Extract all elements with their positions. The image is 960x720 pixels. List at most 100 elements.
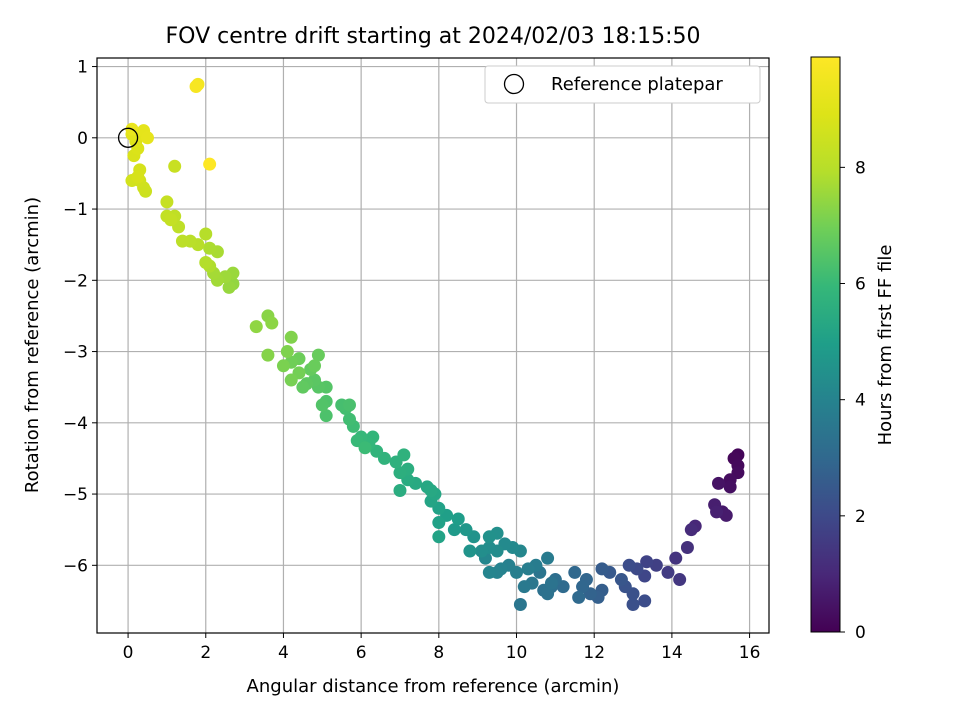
data-point bbox=[393, 483, 407, 497]
data-point bbox=[265, 316, 279, 330]
colorbar-tick-label: 2 bbox=[855, 507, 866, 527]
data-point bbox=[284, 373, 298, 387]
data-point bbox=[710, 505, 724, 519]
grid-lines bbox=[97, 58, 769, 633]
x-tick-label: 8 bbox=[433, 643, 444, 663]
data-point bbox=[315, 398, 329, 412]
data-point bbox=[189, 80, 203, 94]
data-point bbox=[168, 159, 182, 173]
data-point bbox=[261, 348, 275, 362]
data-point bbox=[199, 227, 213, 241]
chart-title: FOV centre drift starting at 2024/02/03 … bbox=[166, 24, 701, 49]
legend-marker-icon bbox=[503, 73, 525, 95]
legend-box bbox=[484, 65, 761, 104]
data-point bbox=[397, 448, 411, 462]
colorbar-tick-label: 0 bbox=[855, 623, 866, 643]
data-point bbox=[175, 234, 189, 248]
data-point bbox=[463, 544, 477, 558]
x-tick-label: 0 bbox=[123, 643, 134, 663]
data-point bbox=[572, 590, 586, 604]
data-point bbox=[358, 441, 372, 455]
data-point bbox=[432, 530, 446, 544]
data-point bbox=[712, 476, 726, 490]
colorbar bbox=[810, 56, 841, 633]
data-point bbox=[513, 597, 527, 611]
y-tick-label: 1 bbox=[77, 58, 88, 78]
y-tick-label: −1 bbox=[63, 200, 88, 220]
data-point bbox=[482, 565, 496, 579]
data-point bbox=[451, 512, 465, 526]
data-point bbox=[276, 359, 290, 373]
legend-entry-label: Reference platepar bbox=[551, 74, 723, 95]
data-point bbox=[160, 195, 174, 209]
data-point bbox=[576, 580, 590, 594]
data-point bbox=[222, 280, 236, 294]
data-point bbox=[459, 523, 473, 537]
data-point bbox=[669, 551, 683, 565]
y-tick-label: −5 bbox=[63, 485, 88, 505]
data-point bbox=[622, 558, 636, 572]
x-tick-label: 6 bbox=[356, 643, 367, 663]
x-tick-label: 16 bbox=[739, 643, 761, 663]
data-point bbox=[661, 565, 675, 579]
data-point bbox=[541, 587, 555, 601]
x-axis-label: Angular distance from reference (arcmin) bbox=[247, 676, 620, 697]
colorbar-ticks: 0 2 4 6 8 bbox=[840, 158, 866, 643]
y-tick-label: 0 bbox=[77, 129, 88, 149]
reference-marker-layer bbox=[117, 127, 139, 148]
data-point bbox=[284, 330, 298, 344]
data-point bbox=[482, 530, 496, 544]
x-tick-label: 2 bbox=[200, 643, 211, 663]
data-point bbox=[319, 409, 333, 423]
data-point bbox=[614, 573, 628, 587]
data-point bbox=[203, 157, 217, 171]
y-axis-ticks: 1 0 −1 −2 −3 −4 −5 −6 bbox=[63, 58, 97, 576]
data-point bbox=[568, 565, 582, 579]
data-point bbox=[544, 576, 558, 590]
x-axis-ticks: 0 2 4 6 8 10 12 14 16 bbox=[123, 633, 761, 663]
x-tick-label: 14 bbox=[661, 643, 683, 663]
data-point bbox=[640, 555, 654, 569]
data-point bbox=[680, 540, 694, 554]
colorbar-tick-label: 4 bbox=[855, 391, 866, 411]
x-tick-label: 10 bbox=[506, 643, 528, 663]
data-point bbox=[595, 562, 609, 576]
colorbar-tick-label: 6 bbox=[855, 275, 866, 295]
y-tick-label: −4 bbox=[63, 414, 88, 434]
y-tick-label: −3 bbox=[63, 343, 88, 363]
data-point bbox=[311, 348, 325, 362]
data-point bbox=[517, 580, 531, 594]
y-axis-label: Rotation from reference (arcmin) bbox=[22, 197, 43, 493]
y-tick-label: −2 bbox=[63, 271, 88, 291]
data-point bbox=[447, 523, 461, 537]
colorbar-label: Hours from first FF file bbox=[875, 245, 896, 446]
data-points bbox=[125, 77, 745, 611]
data-point bbox=[342, 398, 356, 412]
data-point bbox=[638, 594, 652, 608]
data-point bbox=[723, 480, 737, 494]
data-point bbox=[203, 241, 217, 255]
legend: Reference platepar bbox=[484, 65, 761, 104]
data-point bbox=[308, 359, 322, 373]
data-point bbox=[424, 483, 438, 497]
data-point bbox=[140, 131, 154, 145]
data-point bbox=[541, 551, 555, 565]
data-point bbox=[280, 345, 294, 359]
data-point bbox=[249, 320, 263, 334]
colorbar-tick-label: 8 bbox=[855, 158, 866, 178]
plot-frame bbox=[96, 57, 770, 634]
data-point bbox=[673, 573, 687, 587]
data-point bbox=[342, 412, 356, 426]
x-tick-label: 4 bbox=[278, 643, 289, 663]
data-point bbox=[684, 523, 698, 537]
data-point bbox=[432, 516, 446, 530]
x-tick-label: 12 bbox=[583, 643, 605, 663]
data-point bbox=[296, 380, 310, 394]
data-point bbox=[393, 466, 407, 480]
data-point bbox=[199, 255, 213, 269]
data-point bbox=[521, 562, 535, 576]
data-point bbox=[475, 544, 489, 558]
data-point bbox=[131, 170, 145, 184]
reference-platepar-marker bbox=[117, 127, 139, 148]
